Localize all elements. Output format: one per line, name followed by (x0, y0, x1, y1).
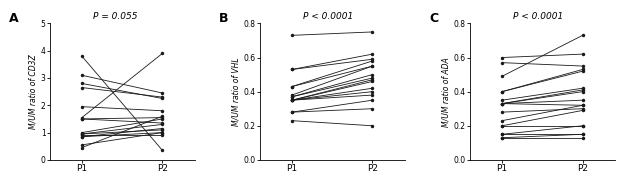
Text: P < 0.0001: P < 0.0001 (303, 12, 353, 21)
Y-axis label: M/UM ratio of CD3Z: M/UM ratio of CD3Z (29, 54, 38, 129)
Text: B: B (219, 12, 229, 26)
Text: C: C (429, 12, 438, 26)
Text: A: A (9, 12, 19, 26)
Y-axis label: M/UM ratio of ADA: M/UM ratio of ADA (442, 57, 451, 127)
Text: P < 0.0001: P < 0.0001 (514, 12, 564, 21)
Text: P = 0.055: P = 0.055 (93, 12, 138, 21)
Y-axis label: M/UM ratio of VHL: M/UM ratio of VHL (232, 57, 241, 126)
